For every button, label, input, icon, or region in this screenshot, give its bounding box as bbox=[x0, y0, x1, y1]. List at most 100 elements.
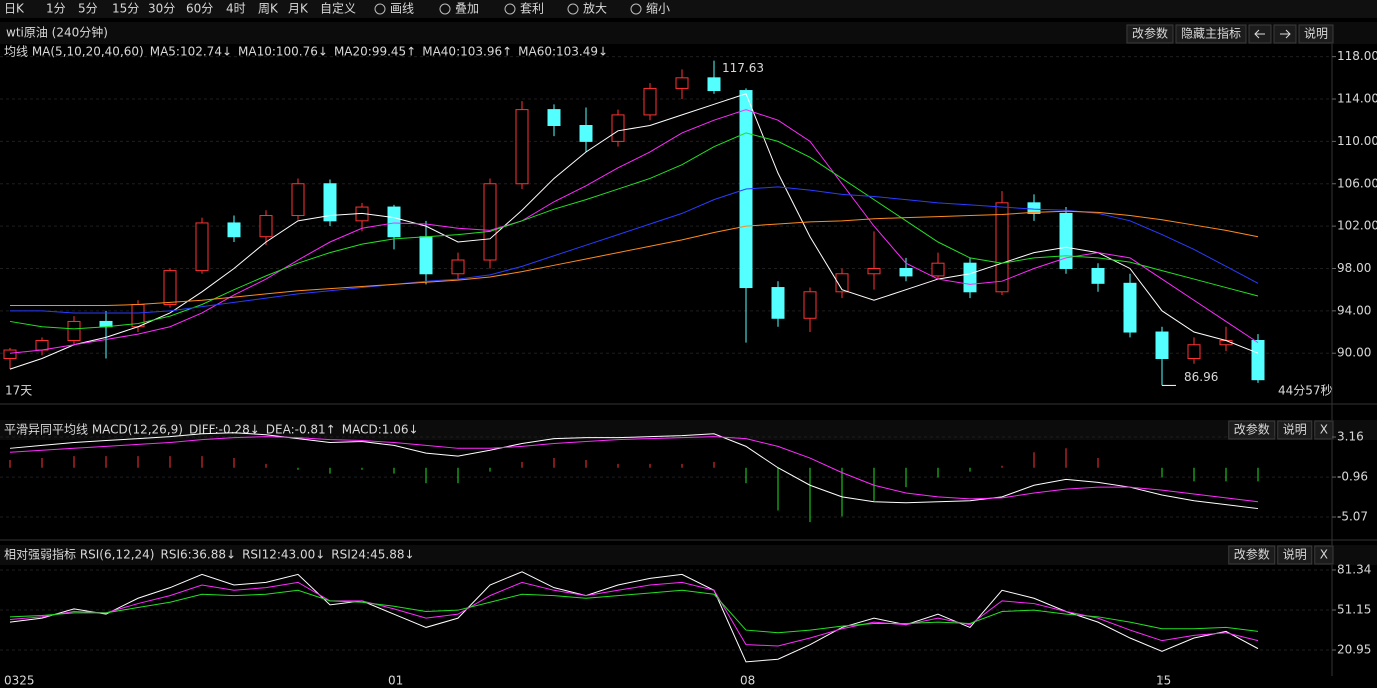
indicator-line bbox=[9, 581, 1259, 647]
toolbar-label: 日K bbox=[4, 2, 25, 16]
candle-body bbox=[259, 215, 273, 238]
candle-body bbox=[195, 222, 209, 272]
y-tick-label: 106.00 bbox=[1337, 176, 1377, 190]
arrow-button[interactable] bbox=[1248, 24, 1272, 44]
title-bar bbox=[0, 22, 1377, 44]
toolbar-button[interactable]: 60分 bbox=[186, 2, 213, 16]
candle-body bbox=[227, 222, 241, 238]
toolbar-label: 自定义 bbox=[320, 1, 356, 16]
candle-body bbox=[323, 183, 337, 222]
candle-body bbox=[1091, 267, 1105, 284]
indicator-line bbox=[9, 93, 1259, 370]
toolbar-label: 缩小 bbox=[646, 1, 670, 16]
button-bg bbox=[1314, 420, 1334, 440]
countdown: 44分57秒 bbox=[1278, 384, 1333, 398]
candle-body bbox=[611, 114, 625, 142]
button-label: 说明 bbox=[1283, 422, 1307, 437]
button-label: X bbox=[1320, 423, 1328, 437]
candle-body bbox=[995, 202, 1009, 293]
toolbar-button[interactable]: 叠加 bbox=[439, 2, 479, 16]
y-tick-label: 20.95 bbox=[1337, 643, 1371, 657]
button-label: 隐藏主指标 bbox=[1181, 26, 1241, 41]
panel-button[interactable]: 说明 bbox=[1277, 545, 1313, 565]
panel-button[interactable]: X bbox=[1314, 545, 1334, 565]
indicator-title: 均线 MA(5,10,20,40,60) bbox=[4, 45, 144, 59]
button-label: 说明 bbox=[1283, 547, 1307, 562]
toolbar-label: 60分 bbox=[186, 2, 213, 16]
y-tick-label: 118.00 bbox=[1337, 49, 1377, 63]
legend-entry: MACD:1.06↓ bbox=[342, 423, 419, 437]
toolbar-icon bbox=[567, 3, 579, 15]
toolbar-label: 放大 bbox=[583, 1, 607, 16]
indicator-title: 平滑异同平均线 MACD(12,26,9) bbox=[4, 423, 183, 437]
legend-entry: MA10:100.76↓ bbox=[238, 45, 328, 59]
candle-body bbox=[451, 259, 465, 275]
candle-body bbox=[515, 109, 529, 185]
panel-button[interactable]: X bbox=[1314, 420, 1334, 440]
toolbar-button[interactable]: 周K bbox=[258, 2, 279, 16]
toolbar-label: 1分 bbox=[46, 2, 66, 16]
toolbar-button[interactable]: 画线 bbox=[374, 2, 414, 16]
panel-header bbox=[0, 545, 1377, 565]
candle-body bbox=[899, 267, 913, 277]
panel-button[interactable]: 改参数 bbox=[1126, 24, 1174, 44]
panel-button[interactable]: 改参数 bbox=[1228, 420, 1276, 440]
candle-body bbox=[643, 87, 657, 116]
panel-button[interactable]: 隐藏主指标 bbox=[1175, 24, 1247, 44]
candle-body bbox=[67, 320, 81, 342]
candle-body bbox=[707, 77, 721, 92]
toolbar-button[interactable]: 5分 bbox=[78, 2, 98, 16]
button-label: 改参数 bbox=[1234, 422, 1270, 437]
button-label: X bbox=[1320, 548, 1328, 562]
indicator-line bbox=[9, 432, 1259, 510]
y-tick-label: 98.00 bbox=[1337, 261, 1371, 275]
panel-button[interactable]: 说明 bbox=[1277, 420, 1313, 440]
toolbar-button[interactable]: 日K bbox=[4, 2, 25, 16]
toolbar-label: 周K bbox=[258, 2, 279, 16]
candle-body bbox=[483, 183, 497, 261]
button-bg bbox=[1314, 545, 1334, 565]
x-tick-label: 0325 bbox=[4, 674, 35, 688]
candle-body bbox=[1251, 340, 1265, 381]
button-bg bbox=[1277, 545, 1313, 565]
toolbar-button[interactable]: 缩小 bbox=[630, 1, 670, 16]
toolbar-button[interactable]: 套利 bbox=[504, 2, 544, 16]
candle-body bbox=[291, 183, 305, 217]
toolbar-button[interactable]: 月K bbox=[288, 2, 309, 16]
toolbar-label: 4时 bbox=[226, 2, 246, 16]
toolbar-label: 叠加 bbox=[455, 2, 479, 16]
toolbar-button[interactable]: 放大 bbox=[567, 1, 607, 16]
toolbar-label: 15分 bbox=[112, 2, 139, 16]
toolbar-button[interactable]: 自定义 bbox=[320, 1, 356, 16]
y-tick-label: 81.34 bbox=[1337, 562, 1371, 576]
panel-button[interactable]: 改参数 bbox=[1228, 545, 1276, 565]
candle-body bbox=[803, 291, 817, 319]
panel-button[interactable]: 说明 bbox=[1298, 24, 1334, 44]
candle-body bbox=[1059, 212, 1073, 269]
toolbar-button[interactable]: 1分 bbox=[46, 2, 66, 16]
legend-entry: MA5:102.74↓ bbox=[150, 45, 232, 59]
candle-body bbox=[771, 287, 785, 319]
y-tick-label: 114.00 bbox=[1337, 92, 1377, 106]
button-bg bbox=[1228, 420, 1276, 440]
toolbar-icon bbox=[504, 3, 516, 15]
toolbar-button[interactable]: 4时 bbox=[226, 2, 246, 16]
legend-entry: RSI6:36.88↓ bbox=[160, 548, 236, 562]
candle-body bbox=[1027, 202, 1041, 214]
button-bg bbox=[1277, 420, 1313, 440]
toolbar-button[interactable]: 30分 bbox=[148, 2, 175, 16]
toolbar-button[interactable]: 15分 bbox=[112, 2, 139, 16]
y-tick-label: 3.16 bbox=[1337, 430, 1364, 444]
candle-body bbox=[963, 262, 977, 293]
y-tick-label: 51.15 bbox=[1337, 602, 1371, 616]
toolbar-label: 套利 bbox=[520, 2, 544, 16]
y-tick-label: 102.00 bbox=[1337, 219, 1377, 233]
toolbar bbox=[0, 0, 1377, 18]
toolbar-label: 画线 bbox=[390, 2, 414, 16]
low-label: 86.96 bbox=[1184, 370, 1218, 384]
indicator-line bbox=[9, 589, 1259, 634]
toolbar-label: 月K bbox=[288, 2, 309, 16]
x-tick-label: 15 bbox=[1156, 674, 1171, 688]
arrow-button[interactable] bbox=[1273, 24, 1297, 44]
